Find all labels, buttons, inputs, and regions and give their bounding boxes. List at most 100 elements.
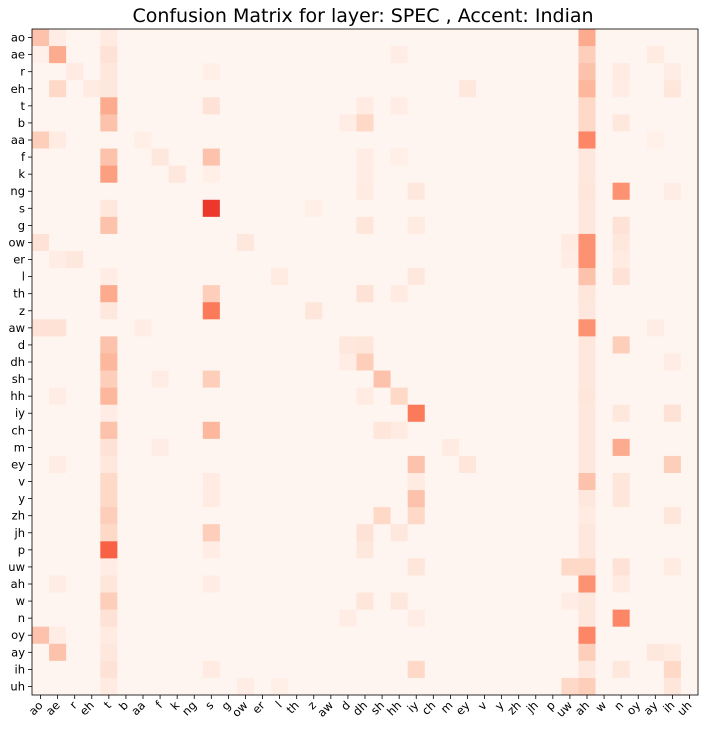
- heatmap-cell: [510, 319, 528, 337]
- heatmap-cell: [612, 302, 630, 320]
- heatmap-cell: [595, 660, 613, 679]
- heatmap-cell: [32, 387, 50, 405]
- heatmap-cell: [612, 148, 630, 166]
- heatmap-cell: [544, 524, 562, 542]
- heatmap-cell: [305, 473, 323, 491]
- heatmap-cell: [305, 80, 323, 98]
- heatmap-cell: [168, 182, 186, 201]
- heatmap-cell: [407, 165, 426, 183]
- heatmap-cell: [476, 507, 494, 525]
- heatmap-cell: [493, 438, 511, 457]
- heatmap-cell: [134, 473, 152, 491]
- heatmap-cell: [441, 63, 460, 81]
- heatmap-cell: [254, 114, 272, 132]
- y-tick-label: sh: [12, 372, 25, 386]
- heatmap-cell: [305, 677, 323, 696]
- heatmap-cell: [219, 199, 238, 218]
- heatmap-cell: [629, 233, 648, 252]
- heatmap-cell: [629, 302, 648, 320]
- heatmap-cell: [629, 251, 648, 269]
- heatmap-cell: [305, 455, 323, 474]
- heatmap-cell: [49, 216, 67, 235]
- heatmap-cell: [134, 97, 152, 115]
- heatmap-cell: [66, 165, 84, 183]
- heatmap-cell: [100, 455, 118, 474]
- heatmap-cell: [322, 268, 340, 286]
- heatmap-cell: [578, 558, 596, 576]
- heatmap-cell: [254, 182, 272, 201]
- heatmap-cell: [424, 63, 443, 81]
- heatmap-cell: [663, 336, 682, 354]
- heatmap-cell: [254, 541, 272, 559]
- y-tick-label: w: [16, 594, 25, 608]
- y-tick-label: iy: [15, 406, 25, 420]
- heatmap-cell: [356, 353, 374, 371]
- heatmap-cell: [663, 80, 682, 98]
- heatmap-cell: [83, 660, 101, 679]
- heatmap-cell: [66, 29, 84, 47]
- heatmap-cell: [134, 643, 152, 662]
- heatmap-cell: [219, 285, 238, 303]
- heatmap-cell: [356, 199, 374, 218]
- heatmap-cell: [219, 165, 238, 183]
- heatmap-cell: [168, 63, 186, 81]
- heatmap-cell: [100, 558, 118, 576]
- heatmap-cell: [680, 319, 699, 337]
- heatmap-cell: [493, 131, 511, 149]
- heatmap-cell: [493, 216, 511, 235]
- heatmap-cell: [527, 370, 545, 388]
- heatmap-cell: [612, 609, 630, 627]
- y-tick-label: oy: [11, 628, 25, 642]
- heatmap-cell: [66, 404, 84, 423]
- heatmap-cell: [305, 233, 323, 252]
- heatmap-cell: [578, 660, 596, 679]
- heatmap-cell: [407, 285, 426, 303]
- y-tick-label: eh: [11, 82, 25, 96]
- heatmap-cell: [612, 660, 630, 679]
- heatmap-cell: [151, 592, 169, 610]
- heatmap-cell: [288, 455, 306, 474]
- heatmap-cell: [441, 575, 460, 593]
- heatmap-cell: [305, 251, 323, 269]
- heatmap-cell: [493, 114, 511, 132]
- heatmap-cell: [32, 353, 50, 371]
- heatmap-cell: [83, 216, 101, 235]
- x-tick-label: jh: [523, 698, 541, 716]
- heatmap-cell: [407, 473, 426, 491]
- heatmap-cell: [305, 319, 323, 337]
- heatmap-cell: [544, 558, 562, 576]
- heatmap-cell: [527, 131, 545, 149]
- heatmap-cell: [663, 455, 682, 474]
- heatmap-cell: [527, 63, 545, 81]
- heatmap-cell: [151, 609, 169, 627]
- heatmap-cell: [680, 660, 699, 679]
- y-tick-label: f: [21, 150, 26, 164]
- heatmap-cell: [595, 370, 613, 388]
- heatmap-cell: [527, 46, 545, 64]
- heatmap-cell: [288, 182, 306, 201]
- heatmap-cell: [612, 677, 630, 696]
- heatmap-cell: [100, 97, 118, 115]
- heatmap-cell: [151, 404, 169, 423]
- heatmap-cell: [254, 251, 272, 269]
- heatmap-cell: [185, 268, 204, 286]
- heatmap-cell: [663, 541, 682, 559]
- heatmap-cell: [322, 387, 340, 405]
- heatmap-cell: [663, 438, 682, 457]
- heatmap-cell: [219, 302, 238, 320]
- heatmap-cell: [100, 490, 118, 508]
- heatmap-cell: [271, 438, 289, 457]
- heatmap-cell: [373, 46, 391, 64]
- heatmap-cell: [544, 63, 562, 81]
- heatmap-cell: [612, 370, 630, 388]
- heatmap-cell: [493, 490, 511, 508]
- heatmap-cell: [305, 114, 323, 132]
- heatmap-cell: [83, 592, 101, 610]
- heatmap-cell: [49, 421, 67, 440]
- heatmap-cell: [407, 114, 426, 132]
- heatmap-cell: [32, 80, 50, 98]
- heatmap-cell: [322, 455, 340, 474]
- heatmap-cell: [407, 80, 426, 98]
- heatmap-cell: [66, 370, 84, 388]
- heatmap-cell: [407, 660, 426, 679]
